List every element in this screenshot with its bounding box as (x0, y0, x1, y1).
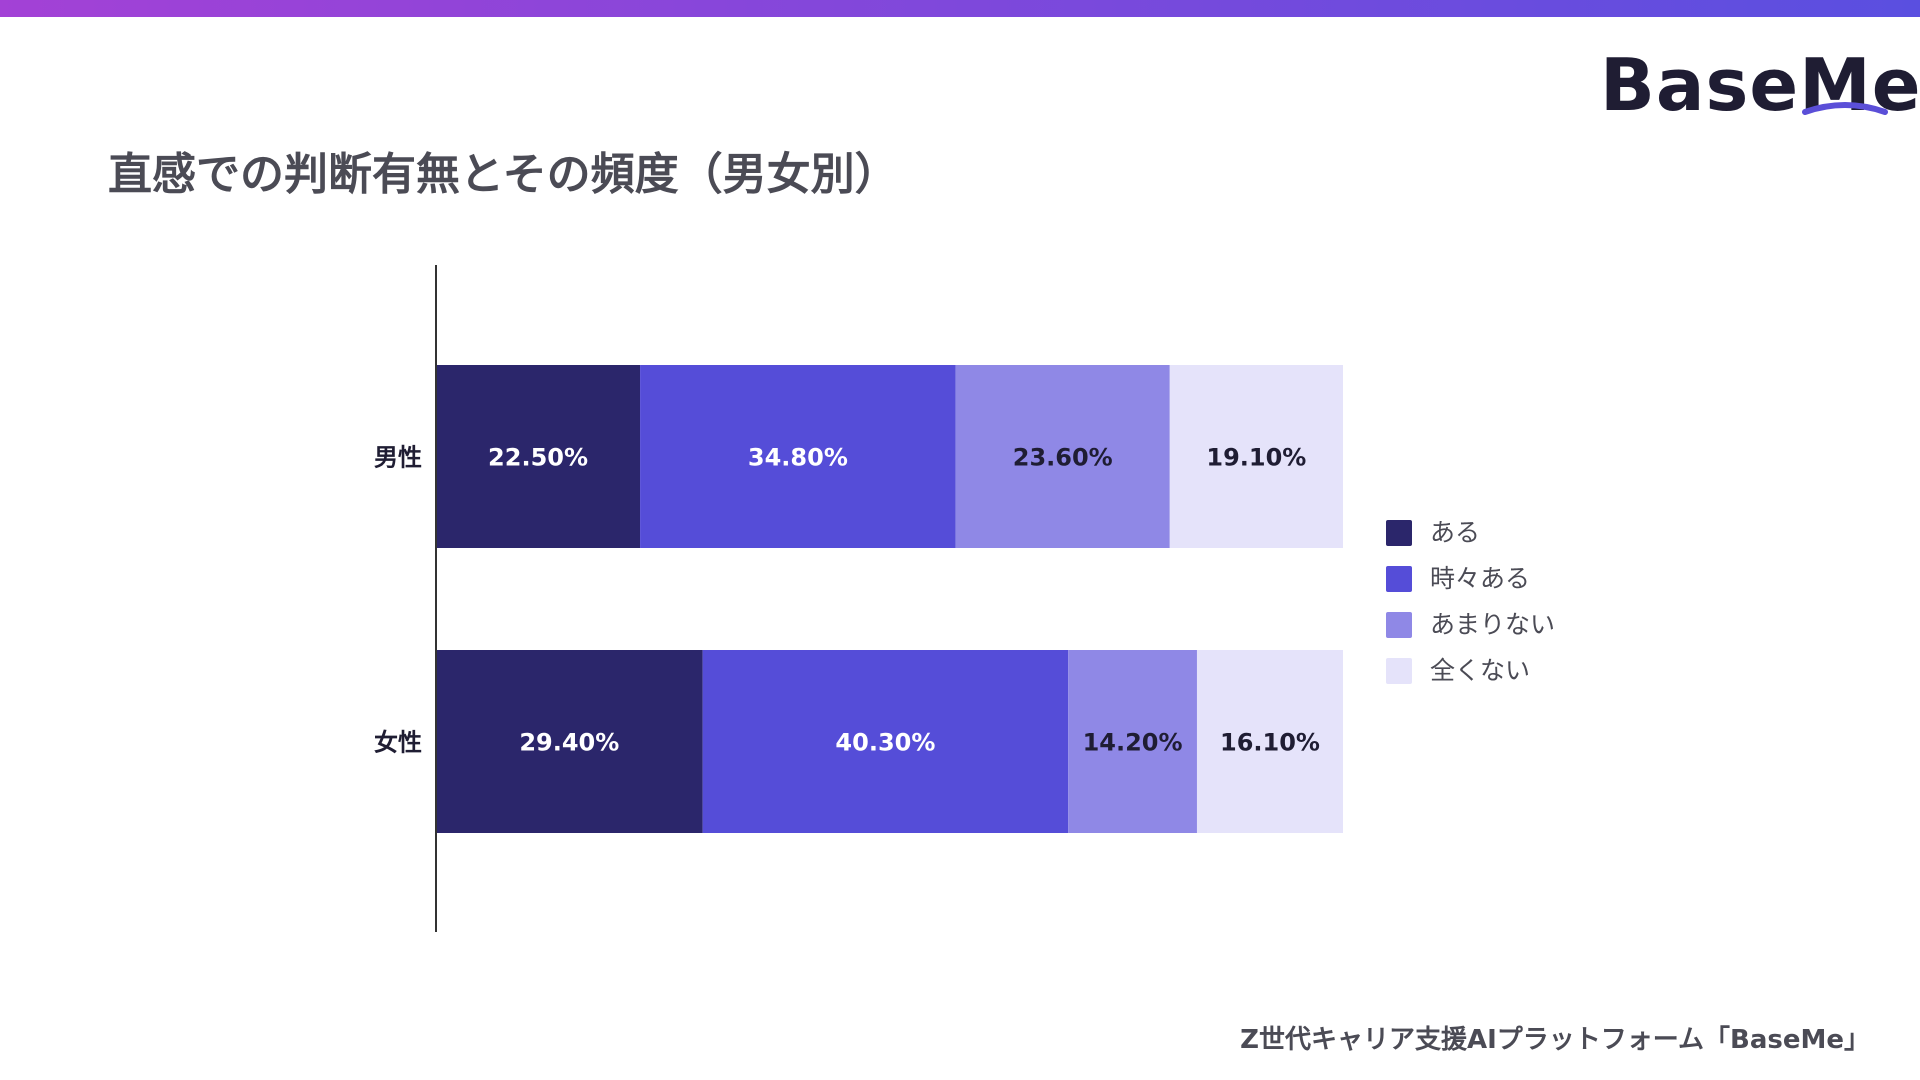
data-label: 19.10% (1206, 444, 1306, 472)
bar-segment (702, 650, 1069, 833)
bar-segment (1068, 650, 1197, 833)
data-label: 34.80% (748, 444, 848, 472)
bar-segment (1196, 650, 1343, 833)
data-label: 14.20% (1083, 729, 1183, 757)
legend-swatch (1386, 658, 1412, 684)
bar-segment (1169, 365, 1343, 548)
legend-swatch (1386, 520, 1412, 546)
category-label: 男性 (374, 444, 422, 472)
logo-swoosh-path (1802, 102, 1888, 115)
category-label: 女性 (374, 729, 422, 757)
legend-swatch (1386, 566, 1412, 592)
bar-segment (436, 365, 641, 548)
data-label: 22.50% (488, 444, 588, 472)
bar-segment (436, 650, 703, 833)
legend-label: 時々ある (1430, 564, 1530, 593)
footer-text: Z世代キャリア支援AIプラットフォーム「BaseMe」 (1240, 1025, 1870, 1055)
page-title: 直感での判断有無とその頻度（男女別） (108, 149, 899, 200)
legend-label: ある (1430, 518, 1480, 547)
brand-logo: BaseMe (1600, 40, 1920, 130)
top-gradient-bar (0, 0, 1920, 17)
brand-logo-text: BaseMe (1600, 43, 1920, 127)
legend-label: あまりない (1430, 610, 1555, 639)
data-label: 29.40% (519, 729, 619, 757)
legend-swatch (1386, 612, 1412, 638)
bar-segment (640, 365, 956, 548)
data-label: 40.30% (835, 729, 935, 757)
legend-label: 全くない (1430, 656, 1530, 685)
data-label: 23.60% (1013, 444, 1113, 472)
logo-swoosh-icon (1802, 102, 1888, 115)
bar-segment (955, 365, 1170, 548)
top-bar-fill (0, 0, 1920, 17)
data-label: 16.10% (1220, 729, 1320, 757)
